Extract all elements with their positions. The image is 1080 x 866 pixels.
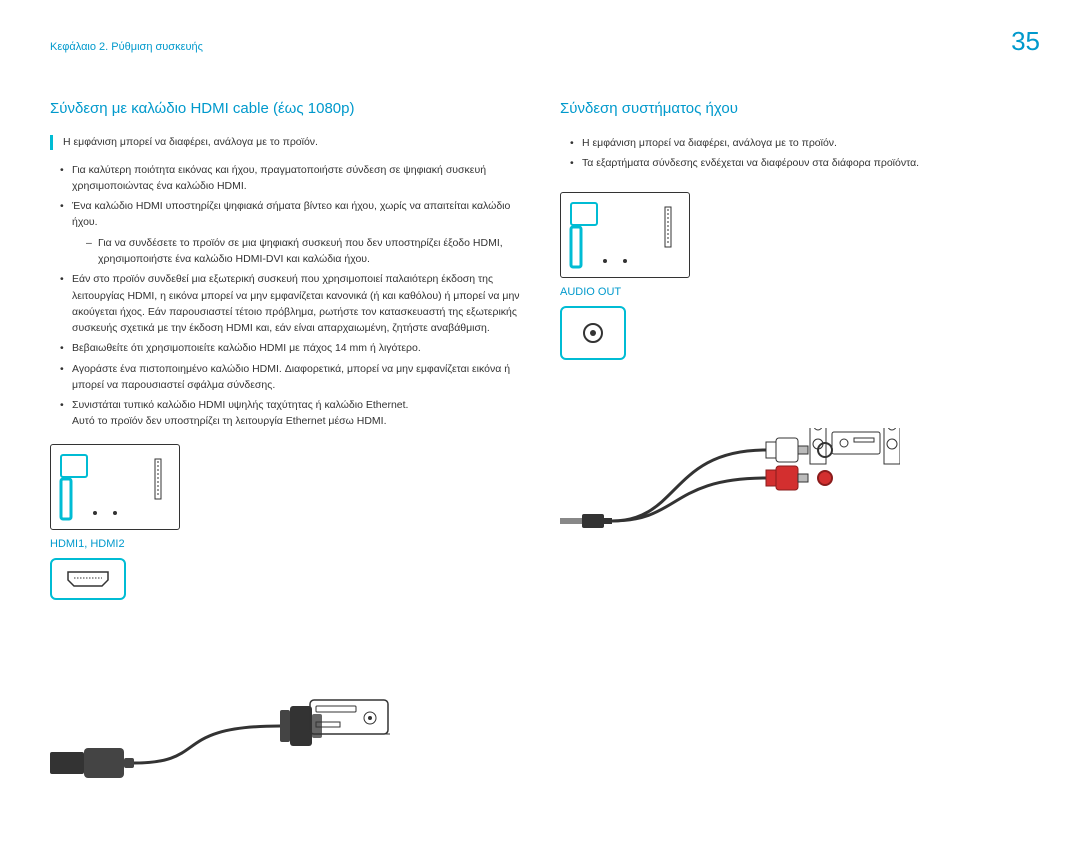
bullet-item: Ένα καλώδιο HDMI υποστηρίζει ψηφιακά σήμ… [60, 198, 520, 267]
page-number: 35 [1011, 26, 1040, 57]
monitor-block: HDMI1, HDMI2 [50, 444, 180, 600]
bullet-item: Συνιστάται τυπικό καλώδιο HDMI υψηλής τα… [60, 397, 520, 430]
audio-section-title: Σύνδεση συστήματος ήχου [560, 100, 1030, 117]
page-header: Κεφάλαιο 2. Ρύθμιση συσκευής 35 [50, 26, 1040, 57]
monitor-block: AUDIO OUT [560, 192, 690, 360]
hdmi-section-title: Σύνδεση με καλώδιο HDMI cable (έως 1080p… [50, 100, 520, 117]
chapter-label: Κεφάλαιο 2. Ρύθμιση συσκευής [50, 41, 203, 53]
audio-port-box [560, 306, 626, 360]
hdmi-note: Η εμφάνιση μπορεί να διαφέρει, ανάλογα μ… [50, 135, 520, 150]
monitor-inner-icon [55, 449, 175, 525]
bullet-item: Για καλύτερη ποιότητα εικόνας και ήχου, … [60, 162, 520, 195]
bullet-text-line2: Αυτό το προϊόν δεν υποστηρίζει τη λειτου… [72, 415, 386, 427]
monitor-icon [50, 444, 180, 530]
hdmi-cable-icon [50, 696, 390, 866]
left-column: Σύνδεση με καλώδιο HDMI cable (έως 1080p… [50, 100, 520, 866]
audio-cable-icon [560, 428, 900, 608]
bullet-item: Τα εξαρτήματα σύνδεσης ενδέχεται να διαφ… [570, 155, 1030, 171]
audio-port-label: AUDIO OUT [560, 286, 621, 298]
hdmi-diagram: HDMI1, HDMI2 [50, 444, 520, 866]
bullet-item: Εάν στο προϊόν συνδεθεί μια εξωτερική συ… [60, 271, 520, 336]
right-column: Σύνδεση συστήματος ήχου Η εμφάνιση μπορε… [560, 100, 1030, 866]
audio-jack-icon [582, 322, 604, 344]
bullet-item: Βεβαιωθείτε ότι χρησιμοποιείτε καλώδιο H… [60, 340, 520, 356]
audio-diagram: AUDIO OUT [560, 192, 1030, 608]
hdmi-port-icon [66, 570, 110, 588]
bullet-item: Η εμφάνιση μπορεί να διαφέρει, ανάλογα μ… [570, 135, 1030, 151]
sub-bullet-item: Για να συνδέσετε το προϊόν σε μια ψηφιακ… [86, 235, 520, 268]
bullet-text: Συνιστάται τυπικό καλώδιο HDMI υψηλής τα… [72, 399, 408, 411]
monitor-icon [560, 192, 690, 278]
bullet-item: Αγοράστε ένα πιστοποιημένο καλώδιο HDMI.… [60, 361, 520, 394]
hdmi-port-box [50, 558, 126, 600]
hdmi-bullet-list: Για καλύτερη ποιότητα εικόνας και ήχου, … [50, 162, 520, 430]
audio-bullet-list: Η εμφάνιση μπορεί να διαφέρει, ανάλογα μ… [560, 135, 1030, 172]
monitor-inner-icon [565, 197, 685, 273]
columns: Σύνδεση με καλώδιο HDMI cable (έως 1080p… [50, 100, 1030, 866]
bullet-text: Ένα καλώδιο HDMI υποστηρίζει ψηφιακά σήμ… [72, 200, 510, 228]
sub-bullet-list: Για να συνδέσετε το προϊόν σε μια ψηφιακ… [72, 235, 520, 268]
hdmi-port-label: HDMI1, HDMI2 [50, 538, 125, 550]
